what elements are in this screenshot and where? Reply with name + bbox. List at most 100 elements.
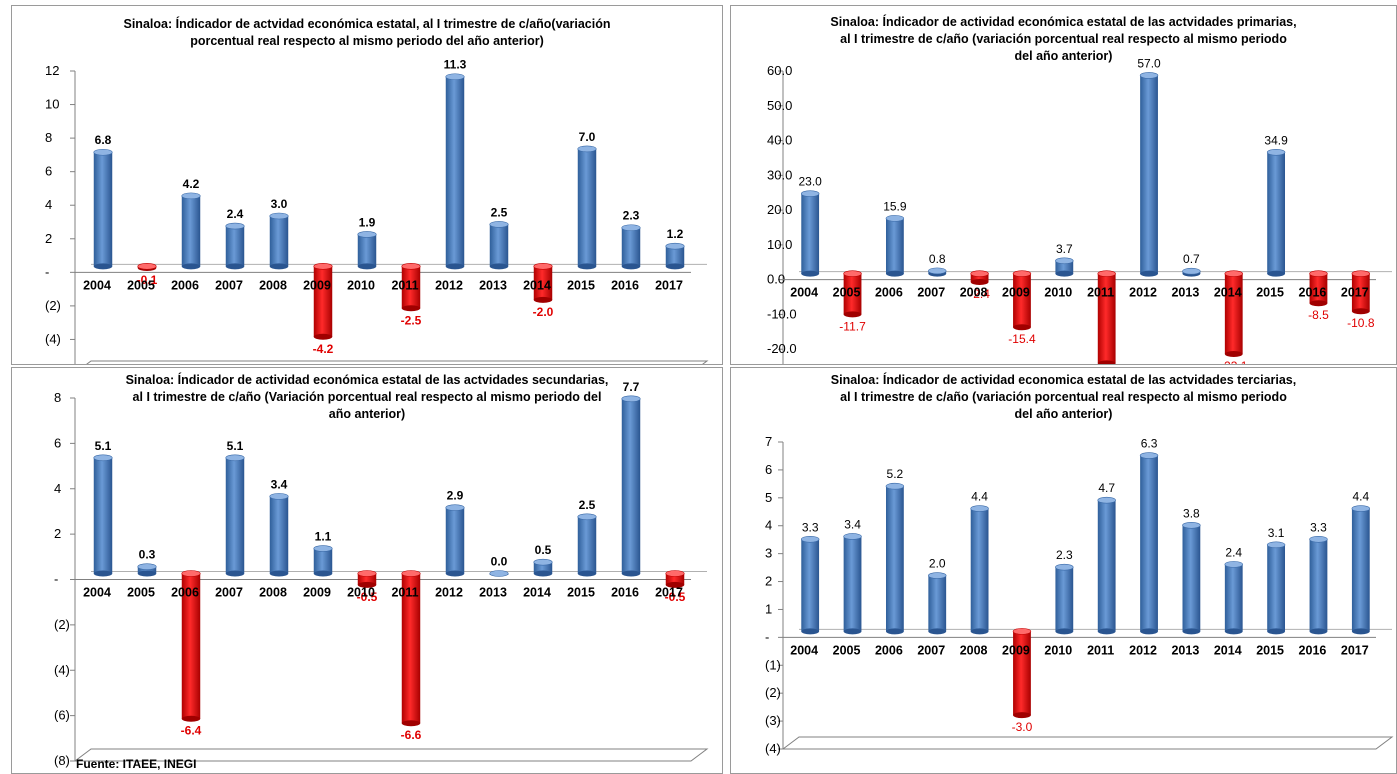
bar-body [621,227,641,267]
y-tick-label: 8 [54,390,61,405]
bar [181,192,201,270]
bar-base-cap [1055,270,1074,277]
bar [970,270,989,286]
bar [665,570,685,588]
bar-top-cap [1224,270,1243,277]
bar-top-cap [225,454,245,462]
bar-base-cap [489,263,509,270]
bar-base-cap [225,570,245,577]
x-tick-label: 2013 [1171,643,1199,657]
data-label: -0.5 [665,590,686,604]
y-tick-label: 3 [765,546,772,561]
bar-top-cap [843,533,862,540]
x-tick-label: 2009 [303,586,331,600]
bar-body [357,573,377,585]
bar-top-cap [1012,270,1032,277]
bar-body [1097,273,1116,364]
bar [401,263,421,312]
y-tick-label: 4 [45,197,52,212]
bar-base-cap [885,628,904,635]
bar-base-cap [1013,712,1031,719]
bar-base-cap [1097,360,1116,364]
data-label: -6.4 [181,724,202,738]
x-tick-label: 2012 [1129,643,1157,657]
chart-title: Sinaloa: Índicador de actividad económic… [830,15,1297,63]
bar-base-cap [137,570,157,577]
bar-top-cap [800,190,820,197]
bar-top-cap [1055,563,1074,571]
bar-base-cap [1013,324,1031,331]
chart-plot: 12108642-(2)(4)(6)6.82004-0.120054.22006… [45,58,709,364]
chart-title: Sinaloa: Índicador de actividad económic… [125,373,609,421]
bar-base-cap [665,581,685,588]
bar-top-cap [970,270,989,277]
x-tick-label: 2005 [127,278,155,292]
x-tick-label: 2012 [1129,286,1157,300]
y-tick-label: 6 [54,435,61,450]
bar-body [181,195,201,267]
bar-top-cap [357,231,377,238]
bar-base-cap [93,570,113,577]
bar [1309,270,1328,307]
bar [445,504,465,577]
bar-top-cap [800,535,820,543]
bar [1351,505,1371,635]
data-label: 0.0 [491,555,508,569]
data-label: 34.9 [1264,133,1288,147]
data-label: 1.1 [315,530,332,544]
bar-base-cap [621,570,641,577]
x-tick-label: 2014 [1214,286,1242,300]
x-tick-label: 2016 [611,278,639,292]
bar-top-cap [445,504,465,512]
bar-top-cap [401,263,421,270]
y-tick-label: 7 [765,434,772,449]
bar-top-cap [445,73,465,81]
bar-body [577,148,597,267]
bar [445,73,465,270]
chart-panel-secundarias: Sinaloa: Índicador de actividad económic… [11,367,723,774]
bar [1055,563,1074,635]
x-tick-label: 2005 [127,586,155,600]
bar [1097,270,1116,364]
x-tick-label: 2013 [479,586,507,600]
data-label: 2.3 [1056,548,1073,562]
y-tick-label: 1 [765,601,772,616]
plot-floor [73,748,709,762]
data-label: 3.7 [1056,242,1073,256]
bar-body [1267,152,1286,274]
bar [843,533,862,635]
data-label: 23.0 [798,175,822,189]
bar-base-cap [1224,351,1243,358]
bar-top-cap [137,563,157,570]
data-label: -23.1 [1220,359,1248,365]
data-label: 5.1 [95,439,112,453]
bar-base-cap [269,263,289,270]
y-tick-label: 4 [54,481,61,496]
x-tick-label: 2006 [171,586,199,600]
data-label: 6.3 [1141,437,1158,451]
y-tick-label: 4 [765,518,772,533]
bar-body [1013,273,1031,328]
y-tick-label: 0.0 [767,272,785,287]
bar-base-cap [665,263,685,270]
bar [1224,561,1243,635]
bar-top-cap [533,558,553,566]
bar-top-cap [577,145,597,153]
x-tick-label: 2009 [1002,286,1030,300]
bar [928,267,947,277]
bar-body [445,507,465,574]
bar-body [801,539,820,632]
x-tick-label: 2004 [790,643,818,657]
bar-body [577,516,597,574]
bar-top-cap [1139,452,1159,459]
bar-body [1055,567,1074,632]
data-label: 5.1 [227,439,244,453]
bar-top-cap [313,263,333,270]
bar-body [533,562,553,574]
bar-body [970,508,989,632]
bar-base-cap [1309,628,1328,635]
bar-base-cap [970,628,989,635]
y-tick-label: 40.0 [767,133,792,148]
bar-base-cap [1351,308,1370,315]
bar-base-cap [313,570,333,577]
